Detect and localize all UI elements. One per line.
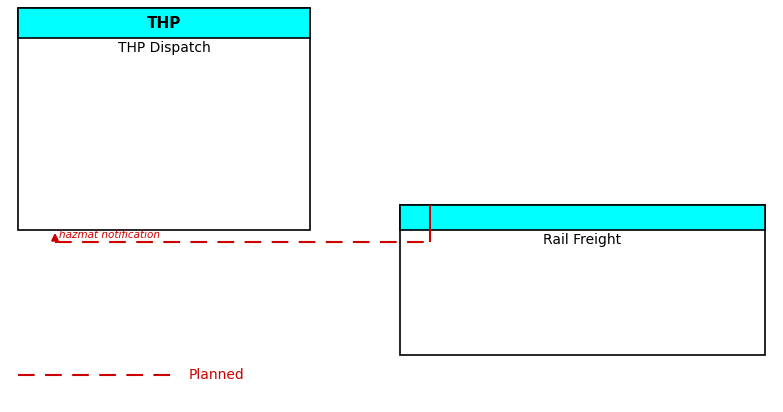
Bar [400, 205, 765, 355]
Text: THP: THP [147, 16, 181, 30]
Text: Planned: Planned [189, 368, 245, 382]
Text: Rail Freight: Rail Freight [543, 233, 622, 247]
Bar [18, 8, 310, 38]
Bar [400, 205, 765, 230]
Text: THP Dispatch: THP Dispatch [117, 41, 211, 55]
Text: hazmat notification: hazmat notification [59, 230, 160, 240]
Bar [18, 8, 310, 230]
